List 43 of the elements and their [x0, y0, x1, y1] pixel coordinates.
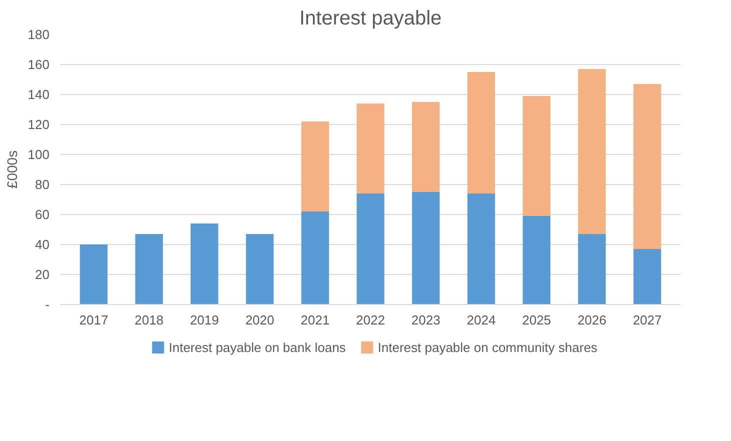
bar [190, 224, 218, 304]
bar [80, 244, 108, 304]
y-tick-label: 40 [35, 237, 50, 252]
x-tick-label: 2017 [79, 312, 108, 328]
y-tick-label: 120 [28, 117, 50, 132]
x-tick-label: 2021 [300, 312, 330, 328]
bar [356, 194, 384, 304]
bar [578, 234, 606, 304]
bar [633, 249, 662, 304]
y-tick-label: 80 [35, 177, 50, 192]
x-tick-label: 2024 [466, 312, 496, 328]
bar [522, 216, 550, 304]
bar [522, 96, 550, 216]
chart-title: Interest payable [299, 8, 442, 30]
bar [246, 234, 274, 304]
bar [356, 104, 384, 194]
x-tick-label: 2019 [190, 312, 219, 328]
y-tick-label: 160 [28, 57, 50, 72]
y-tick-label: 20 [35, 267, 50, 282]
legend-label: Interest payable on bank loans [168, 340, 346, 355]
y-axis-title: £000s [4, 150, 20, 189]
x-tick-label: 2027 [632, 312, 662, 328]
bar [135, 234, 163, 304]
bar [301, 122, 329, 212]
x-tick-label: 2018 [134, 312, 164, 328]
bar [633, 84, 662, 249]
y-tick-label: 60 [35, 207, 50, 222]
bar [412, 192, 440, 304]
x-tick-label: 2022 [356, 312, 385, 328]
y-tick-label: 180 [28, 27, 50, 42]
y-tick-label: - [45, 297, 50, 312]
bar [578, 69, 606, 234]
x-tick-label: 2025 [522, 312, 552, 328]
x-tick-label: 2020 [245, 312, 274, 328]
bar [412, 102, 440, 192]
x-tick-label: 2023 [411, 312, 440, 328]
bar [467, 194, 496, 304]
bar [301, 212, 329, 304]
legend-label: Interest payable on community shares [378, 340, 598, 355]
y-tick-label: 140 [28, 87, 50, 102]
x-tick-label: 2026 [577, 312, 606, 328]
y-tick-label: 100 [28, 147, 50, 162]
bar [467, 72, 496, 194]
